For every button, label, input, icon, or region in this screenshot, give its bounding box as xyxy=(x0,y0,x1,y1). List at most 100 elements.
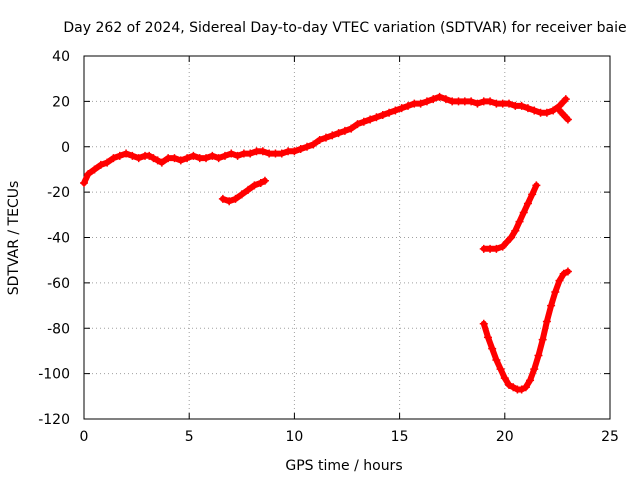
data-point xyxy=(340,126,349,135)
data-point xyxy=(397,104,406,113)
data-point xyxy=(496,365,505,374)
y-tick-label: 0 xyxy=(61,140,70,156)
y-tick-label: -60 xyxy=(47,276,70,292)
data-point xyxy=(521,383,530,392)
data-point xyxy=(170,154,179,163)
data-point xyxy=(321,133,330,142)
data-point xyxy=(441,95,450,104)
data-point xyxy=(260,176,269,185)
data-point xyxy=(479,319,488,328)
data-point xyxy=(500,374,509,383)
data-point xyxy=(492,356,501,365)
data-point xyxy=(246,149,255,158)
data-point xyxy=(149,154,158,163)
data-point xyxy=(227,149,236,158)
x-tick-label: 5 xyxy=(185,429,194,445)
data-point xyxy=(551,287,560,296)
data-point xyxy=(309,140,318,149)
data-point xyxy=(404,101,413,110)
x-tick-label: 20 xyxy=(496,429,514,445)
data-point xyxy=(250,181,259,190)
data-point xyxy=(505,99,514,108)
x-tick-label: 15 xyxy=(391,429,409,445)
data-point xyxy=(183,154,192,163)
data-point xyxy=(523,199,532,208)
data-point xyxy=(429,95,438,104)
data-point xyxy=(189,151,198,160)
series-line xyxy=(81,93,569,186)
data-point xyxy=(103,158,112,167)
data-point xyxy=(157,158,166,167)
series-branch-2 xyxy=(555,106,572,124)
data-point xyxy=(176,156,185,165)
data-point xyxy=(523,104,532,113)
series-segment-B xyxy=(479,267,572,394)
data-point xyxy=(128,151,137,160)
data-point xyxy=(507,233,516,242)
chart-title: Day 262 of 2024, Sidereal Day-to-day VTE… xyxy=(63,20,626,36)
y-tick-label: -100 xyxy=(38,367,70,383)
data-point xyxy=(303,142,312,151)
data-point xyxy=(115,151,124,160)
y-tick-label: -80 xyxy=(47,321,70,337)
data-point xyxy=(498,242,507,251)
data-point xyxy=(486,97,495,106)
series-branch-1 xyxy=(218,176,269,206)
data-point xyxy=(517,101,526,110)
data-point xyxy=(435,92,444,101)
data-point xyxy=(366,115,375,124)
data-point xyxy=(258,147,267,156)
y-tick-label: -40 xyxy=(47,231,70,247)
data-point xyxy=(391,106,400,115)
data-point xyxy=(328,131,337,140)
data-point xyxy=(220,151,229,160)
data-point xyxy=(519,208,528,217)
data-point xyxy=(502,238,511,247)
y-axis-label: SDTVAR / TECUs xyxy=(6,181,22,296)
data-point xyxy=(555,276,564,285)
x-tick-label: 0 xyxy=(80,429,89,445)
data-point xyxy=(256,179,265,188)
data-point xyxy=(416,99,425,108)
data-point xyxy=(237,190,246,199)
data-point xyxy=(90,165,99,174)
data-point xyxy=(542,317,551,326)
data-point xyxy=(530,365,539,374)
data-point xyxy=(515,217,524,226)
data-series xyxy=(80,92,572,394)
grid-lines xyxy=(84,56,610,419)
data-point xyxy=(542,108,551,117)
data-point xyxy=(559,269,568,278)
data-point xyxy=(492,244,501,253)
series-main-trace xyxy=(80,92,570,188)
data-point xyxy=(473,99,482,108)
data-point xyxy=(134,154,143,163)
data-point xyxy=(547,301,556,310)
data-point xyxy=(530,106,539,115)
data-point xyxy=(315,135,324,144)
data-point xyxy=(84,169,93,178)
data-point xyxy=(509,383,518,392)
data-point xyxy=(218,194,227,203)
x-tick-label: 10 xyxy=(285,429,303,445)
data-point xyxy=(231,194,240,203)
data-point xyxy=(532,181,541,190)
data-point xyxy=(96,160,105,169)
data-point xyxy=(488,344,497,353)
data-point xyxy=(202,154,211,163)
data-point xyxy=(208,151,217,160)
data-point xyxy=(505,380,514,389)
data-point xyxy=(467,97,476,106)
data-point xyxy=(528,190,537,199)
data-point xyxy=(563,267,572,276)
data-point xyxy=(80,179,88,188)
y-axis-ticks: -120 -100 -80 -60 -40 -20 0 20 40 xyxy=(38,49,610,428)
data-point xyxy=(122,149,131,158)
data-point xyxy=(353,120,362,129)
data-point xyxy=(483,333,492,342)
data-point xyxy=(145,151,154,160)
y-tick-label: 40 xyxy=(52,49,70,65)
y-tick-label: -20 xyxy=(47,185,70,201)
series-segment-A xyxy=(479,181,541,253)
data-point xyxy=(385,108,394,117)
